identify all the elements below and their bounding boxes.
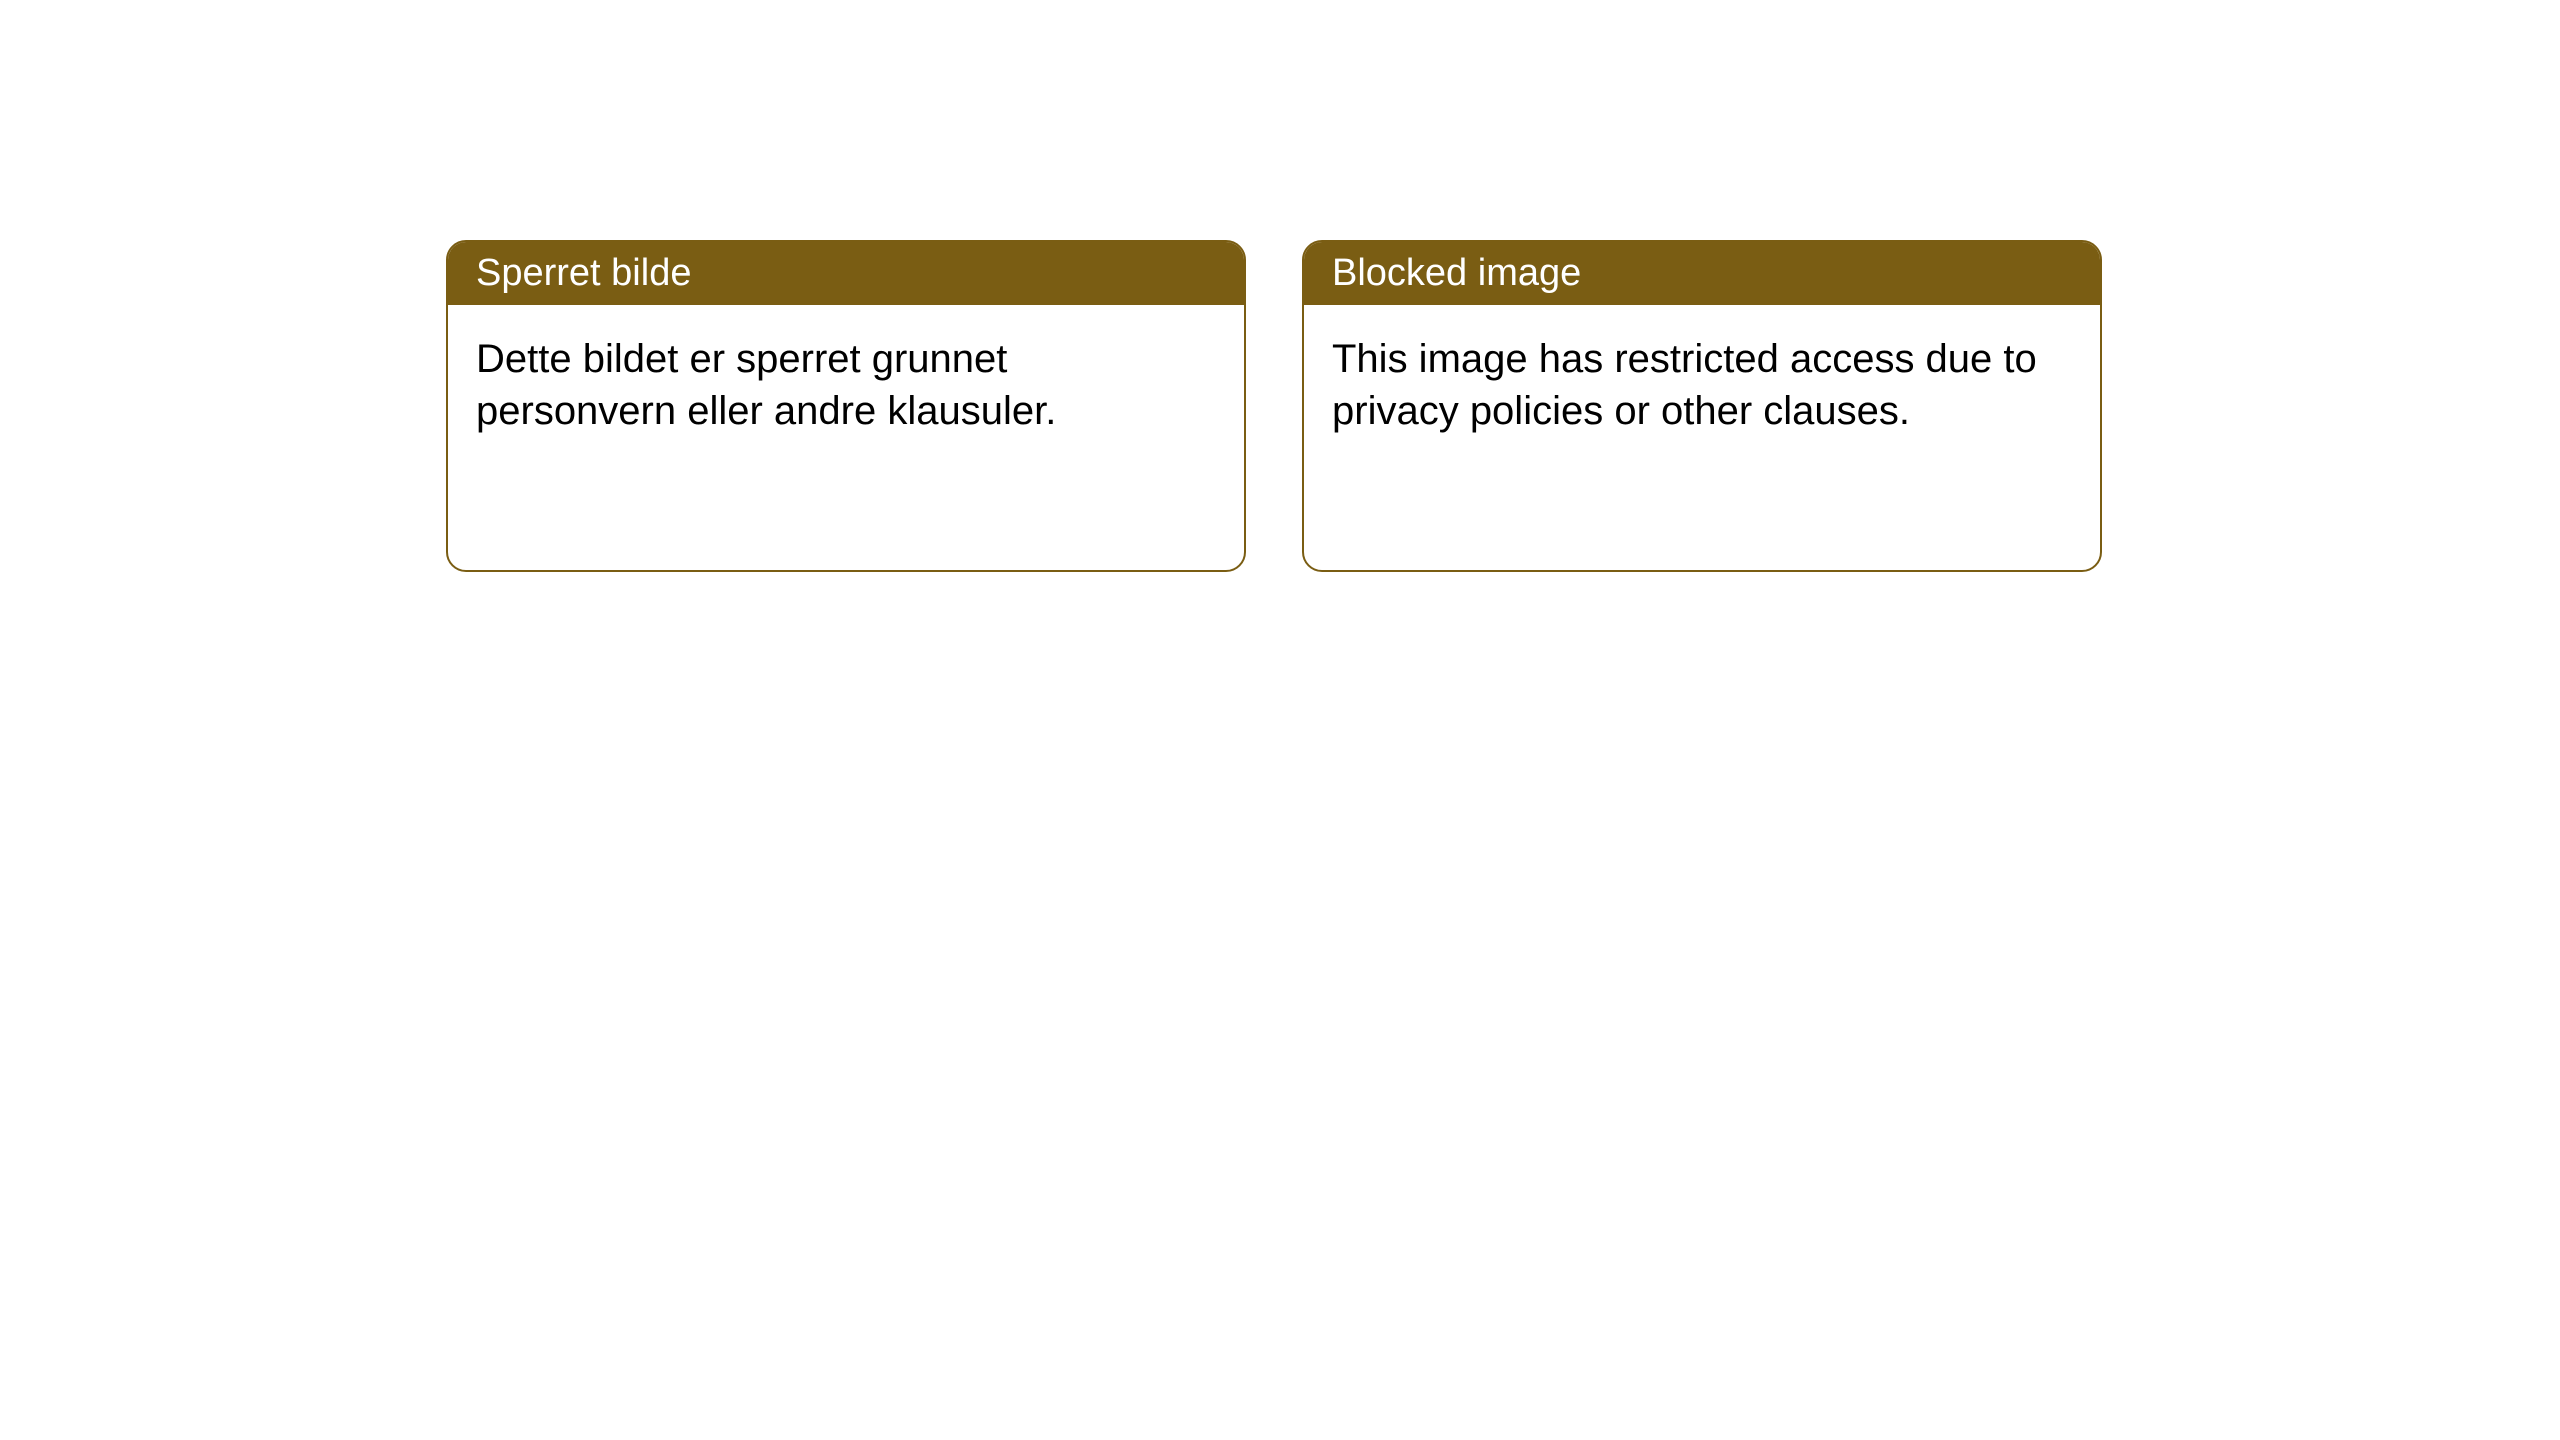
notice-title: Sperret bilde	[476, 252, 691, 294]
notice-text: Dette bildet er sperret grunnet personve…	[476, 337, 1056, 433]
notice-box-english: Blocked image This image has restricted …	[1302, 240, 2102, 572]
notice-container: Sperret bilde Dette bildet er sperret gr…	[0, 0, 2560, 572]
notice-body: This image has restricted access due to …	[1304, 305, 2100, 465]
notice-body: Dette bildet er sperret grunnet personve…	[448, 305, 1244, 465]
notice-header: Blocked image	[1304, 242, 2100, 305]
notice-text: This image has restricted access due to …	[1332, 337, 2037, 433]
notice-header: Sperret bilde	[448, 242, 1244, 305]
notice-title: Blocked image	[1332, 252, 1581, 294]
notice-box-norwegian: Sperret bilde Dette bildet er sperret gr…	[446, 240, 1246, 572]
